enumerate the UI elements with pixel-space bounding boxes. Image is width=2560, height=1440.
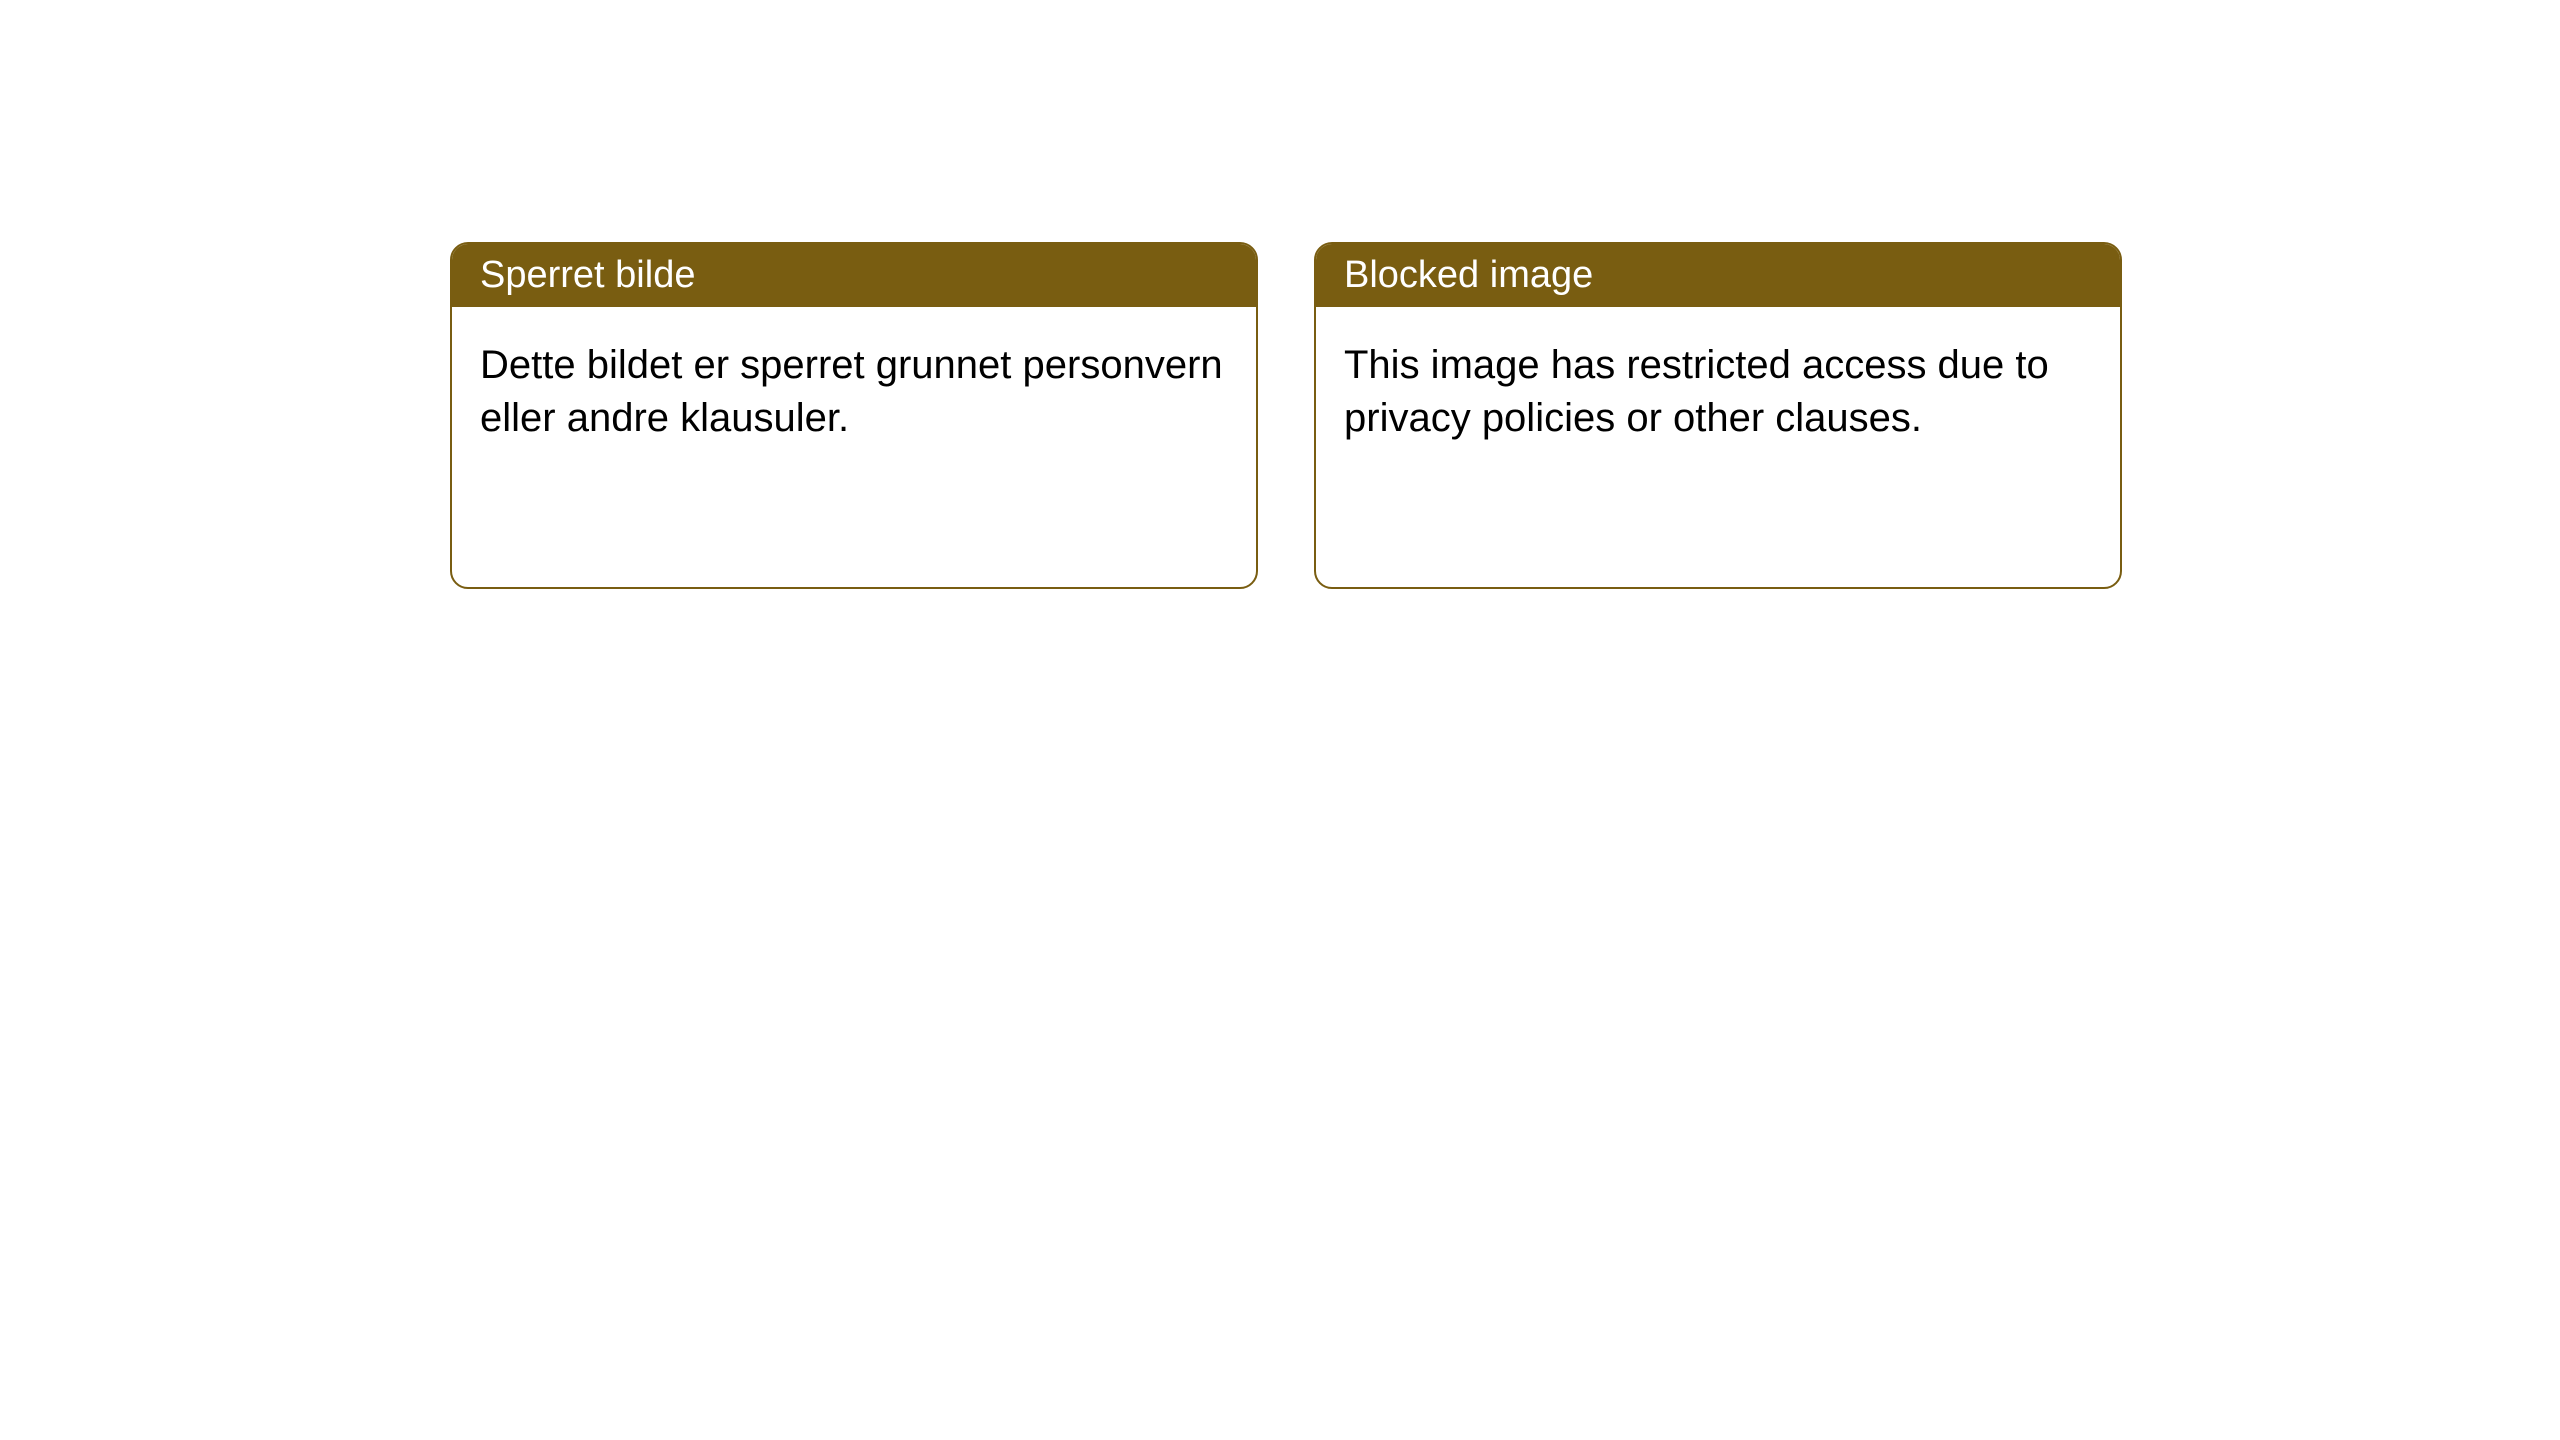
card-header: Sperret bilde xyxy=(452,244,1256,307)
notice-card-english: Blocked image This image has restricted … xyxy=(1314,242,2122,589)
notice-cards-container: Sperret bilde Dette bildet er sperret gr… xyxy=(450,242,2122,589)
card-title: Sperret bilde xyxy=(480,254,695,296)
card-header: Blocked image xyxy=(1316,244,2120,307)
card-body-text: Dette bildet er sperret grunnet personve… xyxy=(480,343,1223,440)
card-body: Dette bildet er sperret grunnet personve… xyxy=(452,307,1256,587)
notice-card-norwegian: Sperret bilde Dette bildet er sperret gr… xyxy=(450,242,1258,589)
card-title: Blocked image xyxy=(1344,254,1593,296)
card-body: This image has restricted access due to … xyxy=(1316,307,2120,587)
card-body-text: This image has restricted access due to … xyxy=(1344,343,2049,440)
